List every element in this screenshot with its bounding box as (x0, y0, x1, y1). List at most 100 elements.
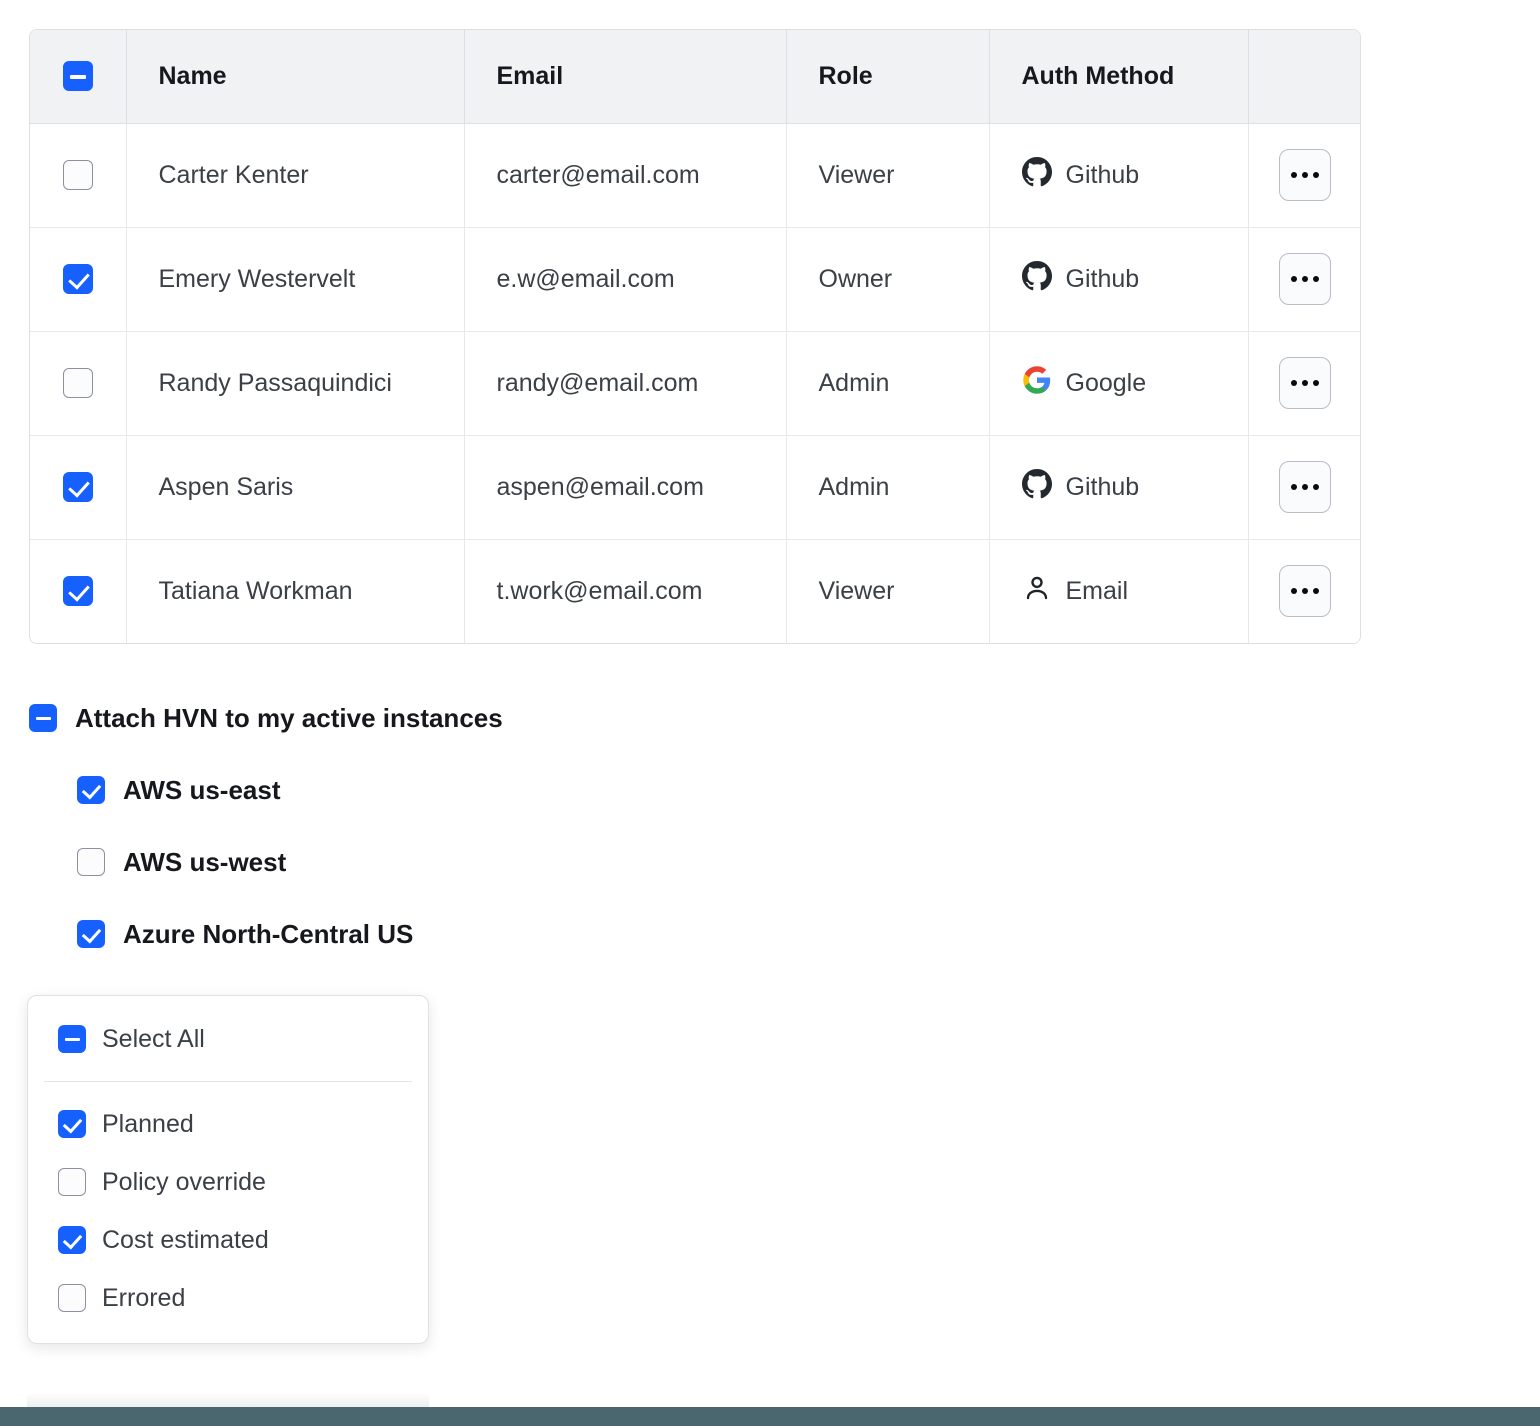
cell-auth-method: Email (989, 539, 1249, 643)
column-header-role[interactable]: Role (786, 30, 990, 124)
users-table-card: Name Email Role Auth Method Carter Kente… (29, 29, 1361, 644)
cell-name: Emery Westervelt (126, 227, 465, 332)
status-filter-dropdown: Select All Planned Policy override Cost … (27, 995, 429, 1344)
row-select-cell (30, 539, 127, 643)
bottom-bar (0, 1407, 1540, 1426)
hvn-option-label: AWS us-west (123, 847, 287, 877)
row-select-cell (30, 123, 127, 228)
cell-role: Owner (786, 227, 990, 332)
hvn-option-azure-north-central-us[interactable]: Azure North-Central US (77, 912, 503, 956)
row-checkbox[interactable] (62, 264, 93, 295)
auth-method-label: Google (1065, 368, 1147, 397)
dropdown-shadow (27, 1393, 429, 1407)
cell-email: t.work@email.com (464, 539, 787, 643)
auth-method-label: Email (1065, 576, 1129, 605)
table-row: Emery Westervelt e.w@email.com Owner Git… (30, 227, 1360, 332)
cell-actions (1248, 227, 1360, 332)
column-header-name[interactable]: Name (126, 30, 465, 124)
cell-name: Randy Passaquindici (126, 331, 465, 436)
table-row: Aspen Saris aspen@email.com Admin Github (30, 435, 1360, 540)
hvn-parent-row[interactable]: Attach HVN to my active instances (29, 696, 503, 740)
cell-auth-method: Github (989, 227, 1249, 332)
dropdown-item-label: Select All (102, 1024, 205, 1053)
dropdown-divider (44, 1081, 412, 1082)
dropdown-item-label: Planned (102, 1109, 194, 1138)
cell-actions (1248, 539, 1360, 643)
table-header: Name Email Role Auth Method (30, 30, 1360, 124)
column-header-actions (1248, 30, 1360, 124)
row-checkbox[interactable] (62, 160, 93, 191)
table-header-row: Name Email Role Auth Method (30, 30, 1360, 124)
hvn-option-label: AWS us-east (123, 775, 281, 805)
cell-auth-method: Google (989, 331, 1249, 436)
hvn-option-aws-us-east[interactable]: AWS us-east (77, 768, 503, 812)
table-header-select-all-cell (30, 30, 127, 124)
cell-email: aspen@email.com (464, 435, 787, 540)
table-row: Carter Kenter carter@email.com Viewer Gi… (30, 123, 1360, 228)
github-icon (1021, 468, 1052, 506)
row-actions-button[interactable] (1279, 149, 1332, 201)
dropdown-item-errored[interactable]: Errored (28, 1269, 428, 1327)
dropdown-item-policy-override[interactable]: Policy override (28, 1153, 428, 1211)
cell-role: Viewer (786, 539, 990, 643)
cell-email: e.w@email.com (464, 227, 787, 332)
row-actions-button[interactable] (1279, 461, 1332, 513)
cell-name: Aspen Saris (126, 435, 465, 540)
row-select-cell (30, 227, 127, 332)
cell-auth-method: Github (989, 435, 1249, 540)
table-row: Randy Passaquindici randy@email.com Admi… (30, 331, 1360, 436)
auth-method-label: Github (1065, 472, 1140, 501)
row-checkbox[interactable] (62, 472, 93, 503)
dropdown-item-checkbox[interactable] (58, 1168, 86, 1196)
select-all-checkbox[interactable] (62, 61, 93, 92)
cell-actions (1248, 435, 1360, 540)
hvn-option-checkbox[interactable] (77, 848, 105, 876)
cell-auth-method: Github (989, 123, 1249, 228)
row-checkbox[interactable] (62, 368, 93, 399)
row-select-cell (30, 331, 127, 436)
hvn-option-checkbox[interactable] (77, 776, 105, 804)
cell-name: Tatiana Workman (126, 539, 465, 643)
select-all-checkbox[interactable] (58, 1025, 86, 1053)
cell-role: Admin (786, 435, 990, 540)
table-body: Carter Kenter carter@email.com Viewer Gi… (30, 123, 1360, 643)
users-table: Name Email Role Auth Method Carter Kente… (30, 30, 1360, 643)
hvn-option-aws-us-west[interactable]: AWS us-west (77, 840, 503, 884)
cell-actions (1248, 331, 1360, 436)
row-actions-button[interactable] (1279, 565, 1332, 618)
hvn-option-checkbox[interactable] (77, 920, 105, 948)
column-header-email[interactable]: Email (464, 30, 787, 124)
row-actions-button[interactable] (1279, 357, 1332, 409)
dropdown-item-checkbox[interactable] (58, 1110, 86, 1138)
dropdown-item-checkbox[interactable] (58, 1226, 86, 1254)
auth-method-label: Github (1065, 264, 1140, 293)
row-checkbox[interactable] (62, 576, 93, 607)
dropdown-item-planned[interactable]: Planned (28, 1095, 428, 1153)
hvn-checkbox-group: Attach HVN to my active instances AWS us… (29, 696, 503, 956)
github-icon (1021, 260, 1052, 298)
cell-email: randy@email.com (464, 331, 787, 436)
hvn-parent-checkbox[interactable] (29, 704, 57, 732)
github-icon (1021, 156, 1052, 194)
dropdown-item-cost-estimated[interactable]: Cost estimated (28, 1211, 428, 1269)
dropdown-item-label: Cost estimated (102, 1225, 269, 1254)
cell-name: Carter Kenter (126, 123, 465, 228)
cell-role: Viewer (786, 123, 990, 228)
dropdown-item-checkbox[interactable] (58, 1284, 86, 1312)
column-header-auth-method[interactable]: Auth Method (989, 30, 1249, 124)
row-select-cell (30, 435, 127, 540)
dropdown-item-label: Errored (102, 1283, 186, 1312)
auth-method-label: Github (1065, 160, 1140, 189)
dropdown-item-label: Policy override (102, 1167, 266, 1196)
person-icon (1022, 573, 1052, 610)
table-row: Tatiana Workman t.work@email.com Viewer (30, 539, 1360, 643)
hvn-option-label: Azure North-Central US (123, 919, 414, 949)
google-icon (1022, 365, 1052, 402)
row-actions-button[interactable] (1279, 253, 1332, 305)
cell-actions (1248, 123, 1360, 228)
dropdown-item-select-all[interactable]: Select All (28, 1010, 428, 1068)
hvn-parent-label: Attach HVN to my active instances (75, 703, 503, 733)
cell-role: Admin (786, 331, 990, 436)
cell-email: carter@email.com (464, 123, 787, 228)
